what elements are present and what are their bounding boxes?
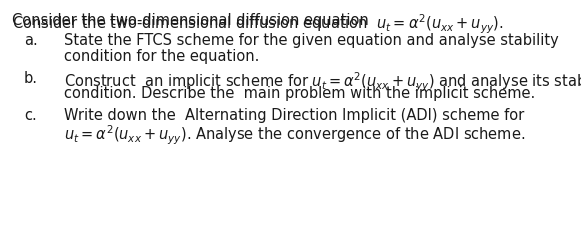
Text: condition. Describe the  main problem with the implicit scheme.: condition. Describe the main problem wit…	[64, 86, 535, 101]
Text: a.: a.	[24, 33, 38, 48]
Text: Construct  an implicit scheme for $u_t = \alpha^2(u_{xx}+u_{yy})$ and analyse it: Construct an implicit scheme for $u_t = …	[64, 70, 581, 94]
Text: c.: c.	[24, 108, 37, 123]
Text: Consider the two-dimensional diffusion equation: Consider the two-dimensional diffusion e…	[12, 13, 378, 28]
Text: State the FTCS scheme for the given equation and analyse stability: State the FTCS scheme for the given equa…	[64, 33, 559, 48]
Text: $u_t = \alpha^2(u_{xx}+u_{yy})$. Analyse the convergence of the ADI scheme.: $u_t = \alpha^2(u_{xx}+u_{yy})$. Analyse…	[64, 124, 525, 147]
Text: Write down the  Alternating Direction Implicit (ADI) scheme for: Write down the Alternating Direction Imp…	[64, 108, 524, 123]
Text: Consider the two-dimensional diffusion equation  $u_t = \alpha^2(u_{xx}+u_{yy})$: Consider the two-dimensional diffusion e…	[12, 13, 504, 36]
Text: condition for the equation.: condition for the equation.	[64, 49, 259, 64]
Text: b.: b.	[24, 70, 38, 85]
